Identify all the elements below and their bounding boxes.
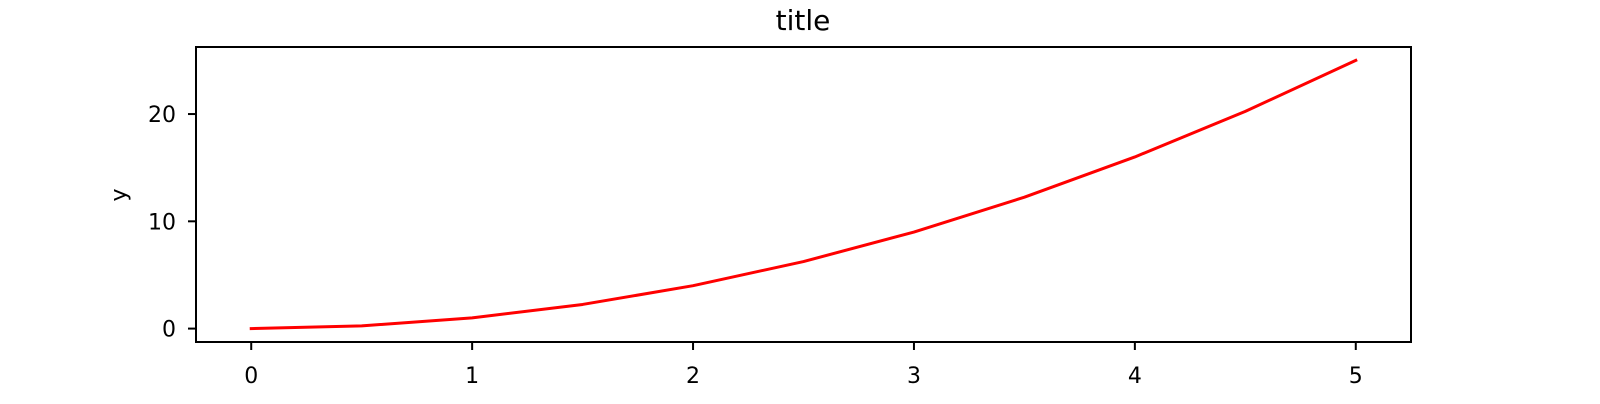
series-layer [249,58,1358,331]
x-tick-label: 4 [1128,364,1142,389]
x-tick-label: 2 [686,364,700,389]
series-line [249,58,1358,331]
x-tick-label: 0 [244,364,258,389]
y-tick-label: 10 [148,210,176,235]
y-axis-label: y [107,188,132,201]
plot-frame [195,46,1412,343]
chart-title: title [776,4,831,37]
x-axis-ticks: 0 1 2 3 4 5 [244,342,1363,389]
y-tick-label: 0 [162,318,176,343]
y-axis-ticks: 0 10 20 [148,103,196,343]
x-tick-label: 5 [1349,364,1363,389]
x-tick-label: 1 [465,364,479,389]
y-tick-label: 20 [148,103,176,128]
x-tick-label: 3 [907,364,921,389]
